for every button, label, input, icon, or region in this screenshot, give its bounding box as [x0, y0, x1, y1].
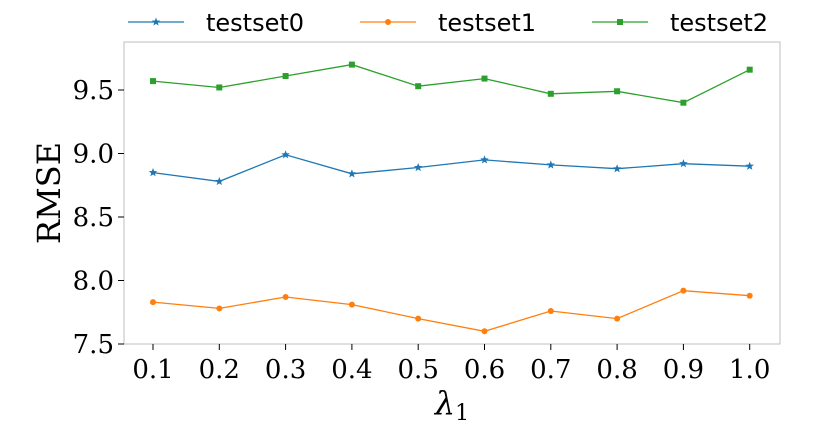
- data-point: [282, 294, 289, 301]
- legend-label: testset1: [438, 9, 536, 37]
- series-line-testset2: [152, 63, 750, 104]
- data-point: [385, 19, 391, 25]
- data-point: [151, 17, 161, 26]
- x-tick-label: 0.3: [265, 355, 306, 385]
- x-tick-label: 1.0: [729, 355, 770, 385]
- data-point: [617, 19, 623, 25]
- y-axis-title: RMSE: [30, 142, 68, 244]
- data-point: [150, 299, 156, 306]
- data-point: [612, 164, 622, 173]
- x-tick-label: 0.8: [596, 355, 637, 385]
- x-tick-label: 0.2: [199, 355, 240, 385]
- data-point: [680, 99, 687, 106]
- data-point: [415, 315, 422, 322]
- legend-label: testset0: [206, 9, 304, 37]
- plot-frame: [123, 41, 781, 345]
- data-point: [348, 61, 355, 68]
- x-tick-label: 0.9: [663, 355, 704, 385]
- x-tick-label: 0.7: [530, 355, 571, 385]
- data-point: [614, 315, 621, 322]
- legend-label: testset2: [670, 9, 768, 37]
- data-point: [415, 83, 422, 90]
- data-point: [481, 328, 488, 335]
- data-point: [480, 155, 489, 164]
- data-point: [614, 88, 621, 95]
- y-tick-label: 8.0: [73, 267, 114, 297]
- data-point: [413, 162, 423, 172]
- data-point: [746, 292, 753, 299]
- data-point: [347, 169, 357, 178]
- y-tick-label: 8.5: [73, 203, 114, 233]
- data-point: [148, 168, 158, 177]
- y-tick-label: 9.0: [73, 140, 114, 170]
- data-point: [745, 161, 754, 170]
- x-tick-label: 0.6: [464, 355, 505, 385]
- x-axis-title: λ1: [433, 384, 469, 426]
- x-tick-label: 0.1: [132, 355, 173, 385]
- data-point: [150, 78, 156, 85]
- series-line-testset0: [152, 154, 750, 183]
- data-point: [281, 150, 290, 159]
- y-tick-label: 9.5: [73, 76, 114, 106]
- data-point: [348, 301, 355, 308]
- x-tick-label: 0.4: [331, 355, 372, 385]
- data-point: [215, 176, 224, 186]
- x-tick-label: 0.5: [398, 355, 439, 385]
- series-line-testset1: [152, 290, 750, 332]
- data-point: [547, 307, 554, 314]
- legend: testset0 testset1 testset2: [128, 9, 768, 37]
- data-point: [746, 66, 753, 73]
- data-point: [680, 287, 687, 294]
- data-point: [216, 305, 223, 312]
- data-point: [546, 160, 556, 169]
- data-point: [679, 159, 688, 168]
- data-point: [547, 90, 554, 97]
- data-point: [216, 84, 223, 91]
- data-point: [282, 73, 289, 80]
- y-tick-label: 7.5: [73, 330, 114, 360]
- data-point: [481, 75, 488, 82]
